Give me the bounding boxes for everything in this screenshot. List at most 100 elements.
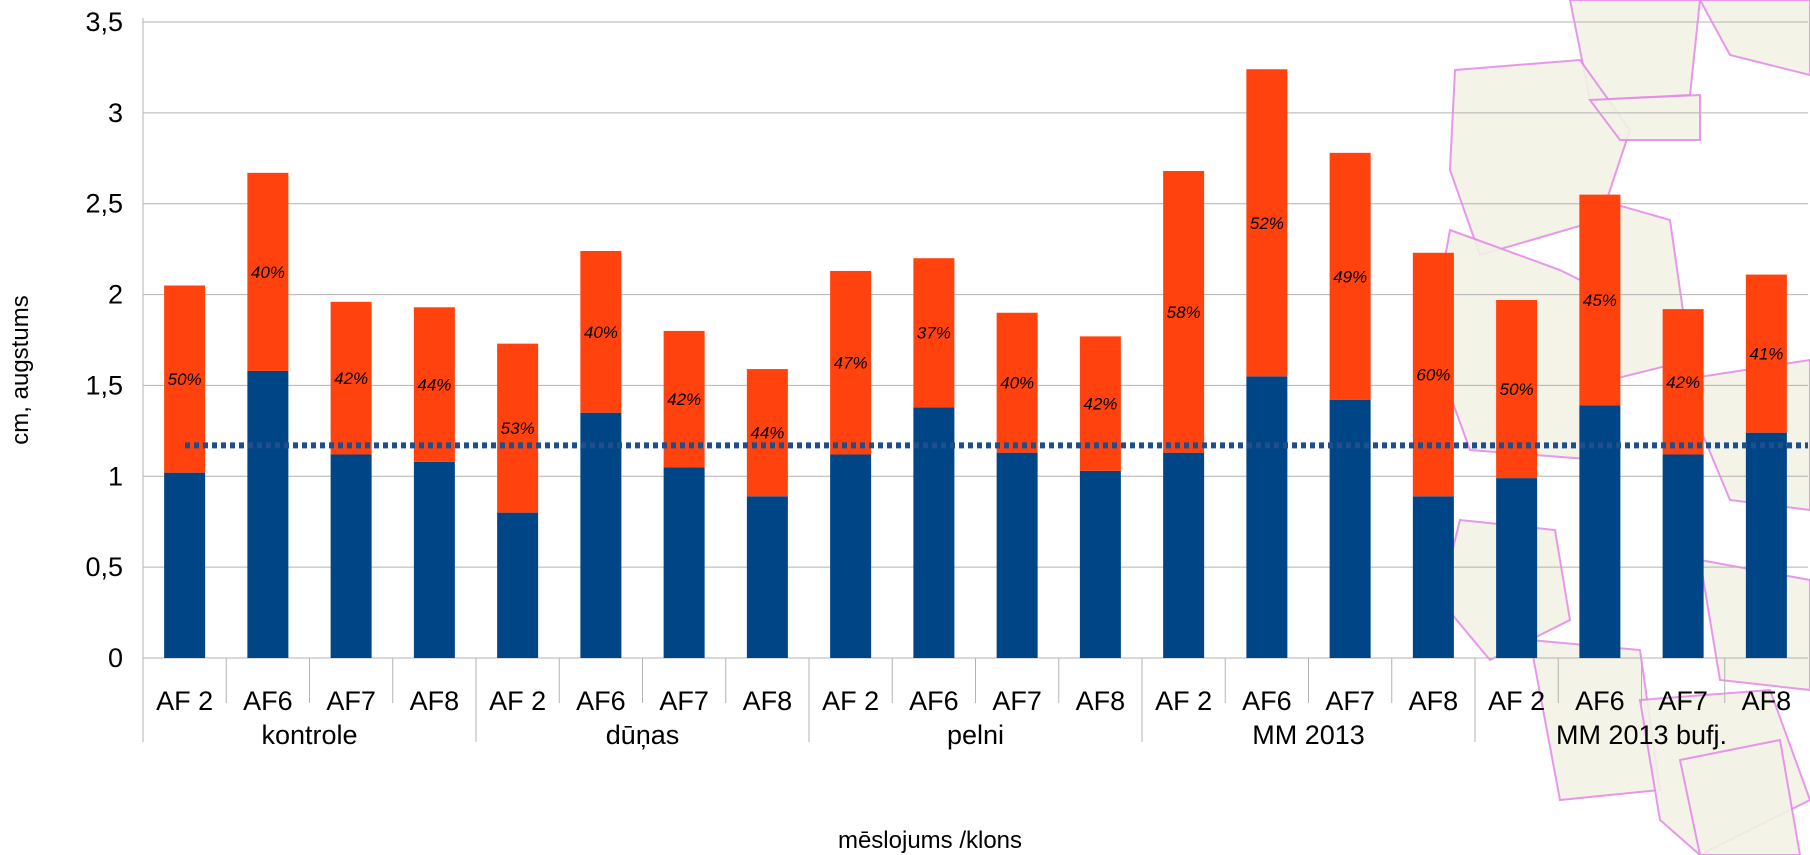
- percent-label: 42%: [1083, 395, 1117, 414]
- percent-label: 47%: [834, 354, 868, 373]
- bar-bottom-segment: [1412, 496, 1454, 658]
- decor-tile: [1698, 0, 1810, 77]
- group-label: kontrole: [261, 720, 357, 750]
- x-category-label: AF7: [1325, 686, 1375, 716]
- x-category-label: AF 2: [156, 686, 213, 716]
- x-category-label: AF 2: [822, 686, 879, 716]
- percent-label: 53%: [501, 419, 535, 438]
- bar-top-segment: [1329, 152, 1371, 400]
- bar-bottom-segment: [913, 407, 955, 658]
- bar-top-segment: [1662, 309, 1704, 455]
- y-axis-title: cm, augstums: [7, 295, 34, 444]
- bar-bottom-segment: [1745, 432, 1787, 658]
- bar-top-segment: [1412, 252, 1454, 497]
- bar-bottom-segment: [164, 472, 206, 658]
- bar-top-segment: [746, 369, 788, 497]
- bar-top-segment: [1496, 300, 1538, 479]
- group-label: pelni: [947, 720, 1004, 750]
- percent-label: 42%: [1666, 373, 1700, 392]
- bar-bottom-segment: [1163, 452, 1205, 658]
- percent-label: 40%: [584, 323, 618, 342]
- decor-tile: [1678, 738, 1802, 855]
- bar-bottom-segment: [247, 370, 289, 658]
- x-category-label: AF7: [992, 686, 1042, 716]
- y-tick-label: 2: [108, 280, 123, 310]
- percent-label: 50%: [168, 370, 202, 389]
- bar-bottom-segment: [1079, 470, 1121, 658]
- bar-top-segment: [1246, 69, 1288, 377]
- bar-top-segment: [164, 285, 206, 473]
- x-category-label: AF7: [1658, 686, 1708, 716]
- bar-top-segment: [996, 312, 1038, 453]
- y-tick-label: 0,5: [85, 552, 123, 582]
- decor-tile: [1588, 93, 1701, 141]
- y-tick-label: 0: [108, 643, 123, 673]
- bars: [164, 69, 1787, 658]
- bar-bottom-segment: [663, 467, 705, 658]
- percent-label: 42%: [667, 390, 701, 409]
- percent-label: 41%: [1749, 345, 1783, 364]
- x-category-label: AF8: [410, 686, 460, 716]
- bar-bottom-segment: [746, 496, 788, 658]
- percent-label: 50%: [1500, 380, 1534, 399]
- bar-bottom-segment: [330, 454, 372, 658]
- bar-bottom-segment: [580, 412, 622, 658]
- y-tick-label: 2,5: [85, 189, 123, 219]
- x-category-label: AF7: [326, 686, 376, 716]
- group-label: MM 2013 bufj.: [1556, 720, 1727, 750]
- x-category-label: AF6: [1242, 686, 1292, 716]
- percent-label: 49%: [1333, 267, 1367, 286]
- bar-top-segment: [1579, 194, 1621, 406]
- x-category-label: AF 2: [489, 686, 546, 716]
- bar-bottom-segment: [413, 461, 455, 658]
- bar-bottom-segment: [996, 452, 1038, 658]
- x-category-label: AF8: [1076, 686, 1126, 716]
- bar-top-segment: [247, 172, 289, 371]
- group-label: MM 2013: [1252, 720, 1365, 750]
- y-tick-label: 1: [108, 461, 123, 491]
- x-category-label: AF8: [1742, 686, 1792, 716]
- percent-label: 40%: [251, 263, 285, 282]
- bar-top-segment: [830, 270, 872, 455]
- x-category-label: AF 2: [1155, 686, 1212, 716]
- bar-top-segment: [497, 343, 539, 513]
- percent-label: 58%: [1167, 303, 1201, 322]
- group-label: dūņas: [606, 720, 680, 750]
- bar-top-segment: [1079, 336, 1121, 471]
- y-tick-label: 3,5: [85, 7, 123, 37]
- x-category-label: AF6: [909, 686, 959, 716]
- percent-label: 60%: [1416, 366, 1450, 385]
- bar-top-segment: [413, 307, 455, 462]
- percent-label: 45%: [1583, 291, 1617, 310]
- bar-top-segment: [1745, 274, 1787, 433]
- percent-label: 40%: [1000, 374, 1034, 393]
- bar-top-segment: [913, 258, 955, 408]
- x-axis: AF 2 AF6 AF7 AF8 AF 2 AF6 AF7 AF8 AF 2 AF6 AF7 AF8 A…: [142, 658, 1792, 750]
- x-category-label: AF7: [659, 686, 709, 716]
- bar-top-segment: [330, 301, 372, 455]
- percent-label: 37%: [917, 324, 951, 343]
- percent-label: 52%: [1250, 214, 1284, 233]
- x-category-label: AF 2: [1488, 686, 1545, 716]
- bar-bottom-segment: [1329, 399, 1371, 658]
- bar-top-segment: [580, 250, 622, 413]
- y-tick-label: 3: [108, 98, 123, 128]
- bar-bottom-segment: [1496, 478, 1538, 658]
- x-category-label: AF8: [743, 686, 793, 716]
- x-category-label: AF8: [1409, 686, 1459, 716]
- bar-bottom-segment: [1246, 376, 1288, 658]
- percent-label: 44%: [417, 376, 451, 395]
- x-category-label: AF6: [1575, 686, 1625, 716]
- bar-top-segment: [1163, 171, 1205, 453]
- x-category-label: AF6: [243, 686, 293, 716]
- x-category-label: AF6: [576, 686, 626, 716]
- percent-label: 44%: [750, 424, 784, 443]
- x-axis-title: mēslojums /klons: [838, 827, 1022, 854]
- bar-bottom-segment: [497, 512, 539, 658]
- percent-labels: 50% 40% 42% 44% 53% 40% 42% 44% 47% 37% 40% 42% 58% 5…: [168, 214, 1784, 443]
- y-tick-label: 1,5: [85, 370, 123, 400]
- bar-bottom-segment: [1662, 454, 1704, 658]
- bar-bottom-segment: [830, 454, 872, 658]
- percent-label: 42%: [334, 369, 368, 388]
